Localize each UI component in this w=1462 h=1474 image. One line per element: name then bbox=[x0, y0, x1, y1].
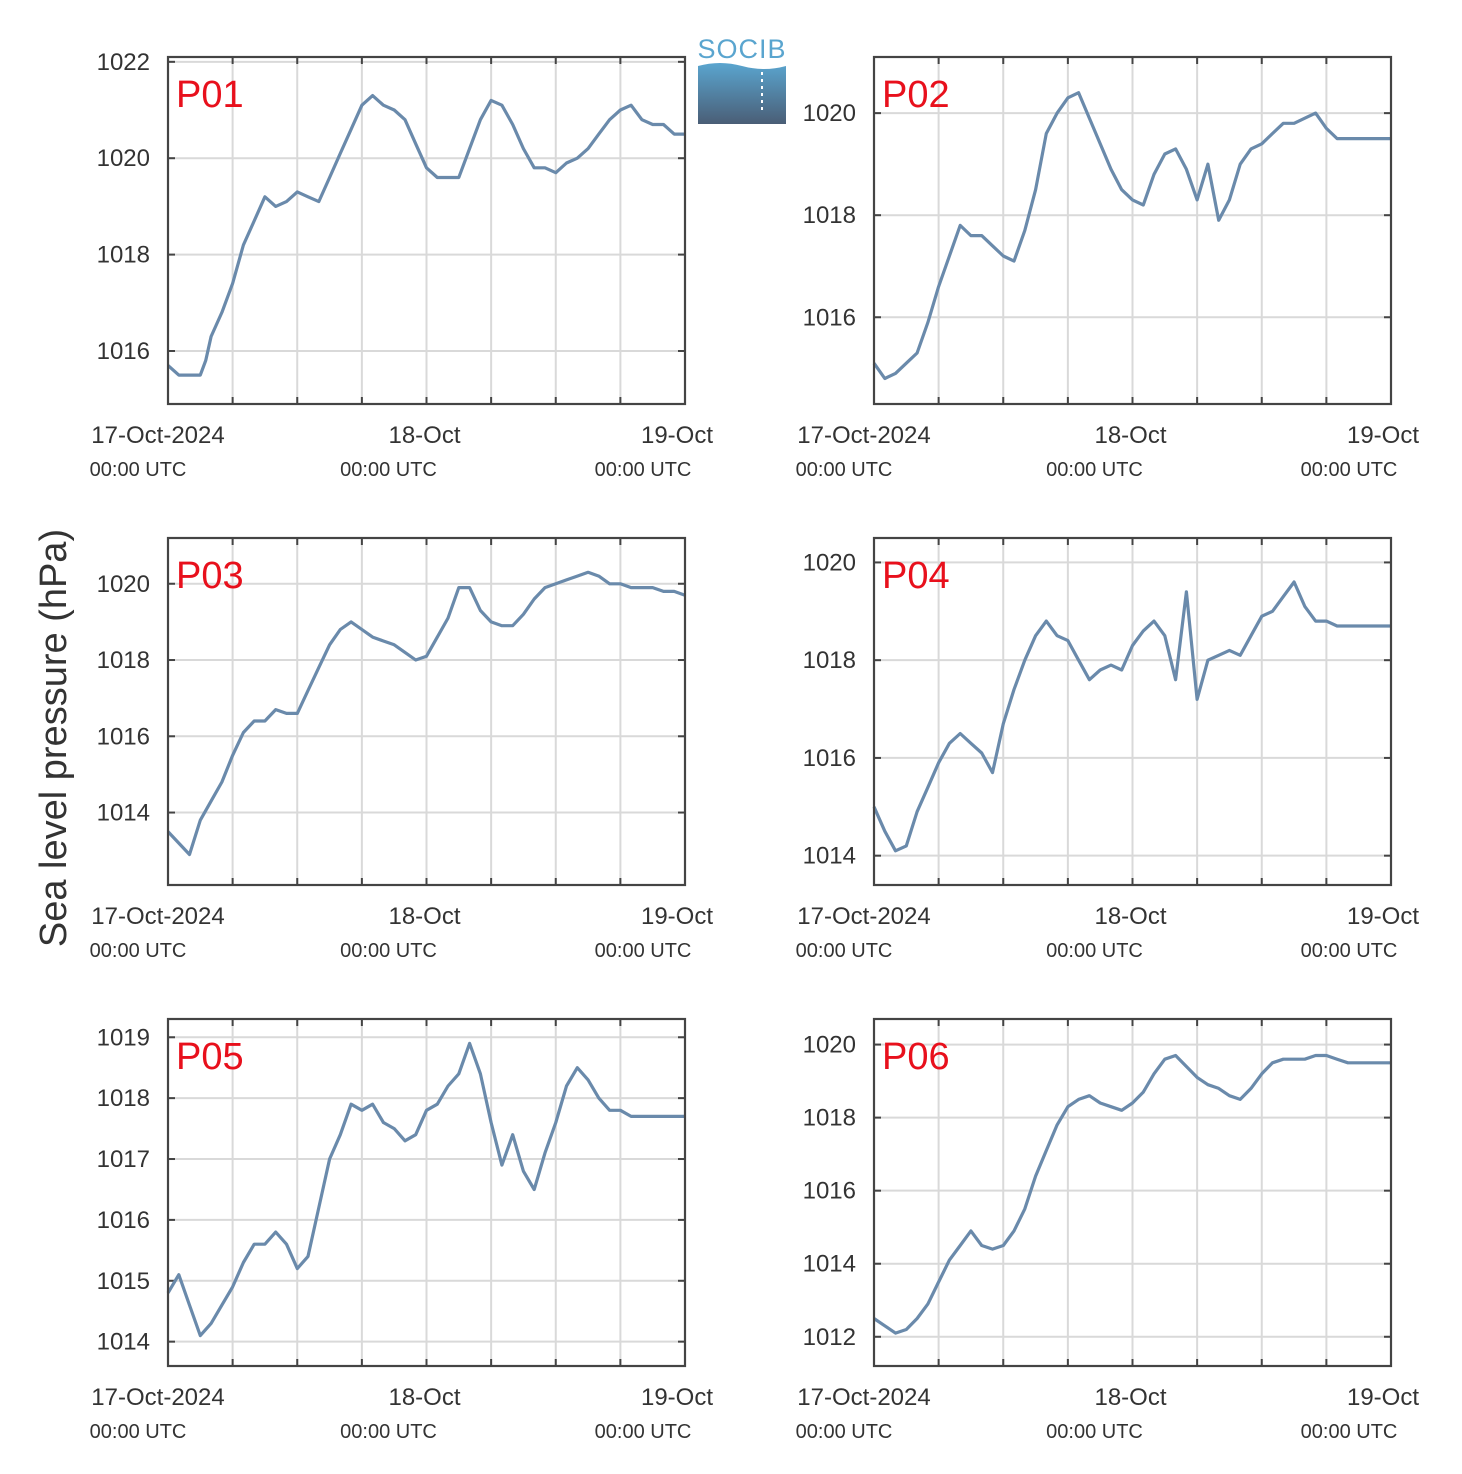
x-tick-label-time: 00:00 UTC bbox=[90, 940, 187, 962]
x-tick-label-date: 17-Oct-2024 bbox=[91, 422, 224, 449]
y-tick-label: 1018 bbox=[803, 647, 856, 674]
series-line-p03 bbox=[166, 570, 686, 857]
x-tick-label-time: 00:00 UTC bbox=[1046, 459, 1143, 481]
axes-frame bbox=[166, 1017, 687, 1368]
series-line-p01 bbox=[166, 93, 685, 377]
x-tick-label-date: 19-Oct bbox=[1347, 1384, 1419, 1411]
x-tick-label-date: 17-Oct-2024 bbox=[797, 422, 930, 449]
axes-frame bbox=[166, 536, 687, 887]
x-tick-label-time: 00:00 UTC bbox=[1301, 459, 1398, 481]
y-tick-label: 1016 bbox=[97, 1207, 150, 1234]
y-tick-label: 1018 bbox=[97, 647, 150, 674]
y-tick-label: 1014 bbox=[803, 1251, 856, 1278]
panel-label: P06 bbox=[882, 1036, 950, 1078]
y-tick-label: 1020 bbox=[803, 1032, 856, 1059]
x-tick-label-time: 00:00 UTC bbox=[340, 459, 437, 481]
x-tick-label-time: 00:00 UTC bbox=[340, 1421, 437, 1443]
panel-label: P01 bbox=[176, 74, 244, 116]
x-tick-label-time: 00:00 UTC bbox=[595, 940, 692, 962]
x-tick-label-date: 18-Oct bbox=[1094, 1384, 1166, 1411]
x-tick-label-date: 19-Oct bbox=[1347, 903, 1419, 930]
series-line-p06 bbox=[873, 1053, 1391, 1335]
x-tick-label-date: 18-Oct bbox=[388, 1384, 460, 1411]
x-tick-label-time: 00:00 UTC bbox=[1301, 940, 1398, 962]
x-tick-label-date: 19-Oct bbox=[641, 903, 713, 930]
panel-label: P04 bbox=[882, 555, 950, 597]
logo-wave-icon bbox=[698, 63, 786, 124]
x-tick-label-date: 17-Oct-2024 bbox=[91, 1384, 224, 1411]
x-tick-label-date: 18-Oct bbox=[388, 422, 460, 449]
y-tick-label: 1018 bbox=[97, 242, 150, 269]
y-tick-label: 1018 bbox=[803, 202, 856, 229]
y-tick-label: 1014 bbox=[97, 800, 150, 827]
y-tick-label: 1016 bbox=[803, 304, 856, 331]
x-tick-label-date: 17-Oct-2024 bbox=[91, 903, 224, 930]
x-tick-label-time: 00:00 UTC bbox=[1046, 1421, 1143, 1443]
y-tick-label: 1014 bbox=[97, 1329, 150, 1356]
axes-frame bbox=[872, 1017, 1393, 1368]
y-tick-label: 1016 bbox=[803, 745, 856, 772]
y-tick-label: 1014 bbox=[803, 843, 856, 870]
x-tick-label-date: 17-Oct-2024 bbox=[797, 903, 930, 930]
panel-label: P05 bbox=[176, 1036, 244, 1078]
x-tick-label-time: 00:00 UTC bbox=[90, 1421, 187, 1443]
x-tick-label-time: 00:00 UTC bbox=[90, 459, 187, 481]
panel-p01: 1016 1018 1020 1022 P01 17-Oct-2024 00:00 UTC 1… bbox=[90, 49, 714, 481]
panel-p06: 1012 1014 1016 1018 1020 P06 17-Oct-2024 00:00 … bbox=[796, 1017, 1419, 1443]
y-tick-label: 1016 bbox=[803, 1178, 856, 1205]
logo-text: SOCIB bbox=[697, 34, 786, 64]
y-tick-label: 1018 bbox=[803, 1105, 856, 1132]
y-tick-label: 1020 bbox=[97, 145, 150, 172]
x-tick-label-time: 00:00 UTC bbox=[595, 459, 692, 481]
y-tick-label: 1017 bbox=[97, 1146, 150, 1173]
x-tick-label-date: 18-Oct bbox=[388, 903, 460, 930]
axes-frame bbox=[872, 536, 1393, 887]
panel-label: P02 bbox=[882, 74, 950, 116]
panel-p05: 1014 1015 1016 1017 1018 1019 P05 17-Oct-2024 00… bbox=[90, 1017, 713, 1443]
x-tick-label-time: 00:00 UTC bbox=[796, 1421, 893, 1443]
axes-frame bbox=[872, 55, 1393, 406]
series-line-p05 bbox=[166, 1041, 685, 1338]
panel-p02: 1016 1018 1020 P02 17-Oct-2024 00:00 UTC 18-Oc… bbox=[796, 55, 1419, 481]
y-tick-label: 1020 bbox=[803, 100, 856, 127]
panel-p04: 1014 1016 1018 1020 P04 17-Oct-2024 00:00 UTC 1… bbox=[796, 536, 1419, 962]
y-tick-label: 1020 bbox=[803, 549, 856, 576]
panel-label: P03 bbox=[176, 555, 244, 597]
socib-logo: SOCIB bbox=[697, 34, 786, 124]
y-tick-label: 1015 bbox=[97, 1268, 150, 1295]
x-tick-label-time: 00:00 UTC bbox=[796, 940, 893, 962]
x-tick-label-date: 18-Oct bbox=[1094, 903, 1166, 930]
x-tick-label-time: 00:00 UTC bbox=[796, 459, 893, 481]
y-tick-label: 1018 bbox=[97, 1085, 150, 1112]
y-tick-label: 1016 bbox=[97, 723, 150, 750]
y-tick-label: 1022 bbox=[97, 49, 150, 76]
series-line-p02 bbox=[872, 91, 1391, 381]
y-tick-label: 1020 bbox=[97, 571, 150, 598]
x-tick-label-date: 17-Oct-2024 bbox=[797, 1384, 930, 1411]
y-tick-label: 1016 bbox=[97, 338, 150, 365]
axes-frame bbox=[166, 55, 687, 406]
y-axis-label: Sea level pressure (hPa) bbox=[33, 529, 75, 947]
x-tick-label-time: 00:00 UTC bbox=[340, 940, 437, 962]
x-tick-label-date: 19-Oct bbox=[641, 422, 713, 449]
x-tick-label-date: 19-Oct bbox=[641, 1384, 713, 1411]
y-tick-label: 1012 bbox=[803, 1324, 856, 1351]
y-tick-label: 1019 bbox=[97, 1024, 150, 1051]
x-tick-label-time: 00:00 UTC bbox=[1301, 1421, 1398, 1443]
x-tick-label-time: 00:00 UTC bbox=[595, 1421, 692, 1443]
x-tick-label-time: 00:00 UTC bbox=[1046, 940, 1143, 962]
x-tick-label-date: 19-Oct bbox=[1347, 422, 1419, 449]
x-tick-label-date: 18-Oct bbox=[1094, 422, 1166, 449]
panel-p03: 1014 1016 1018 1020 P03 17-Oct-2024 00:00 UTC 1… bbox=[90, 536, 713, 962]
series-line-p04 bbox=[872, 580, 1391, 853]
